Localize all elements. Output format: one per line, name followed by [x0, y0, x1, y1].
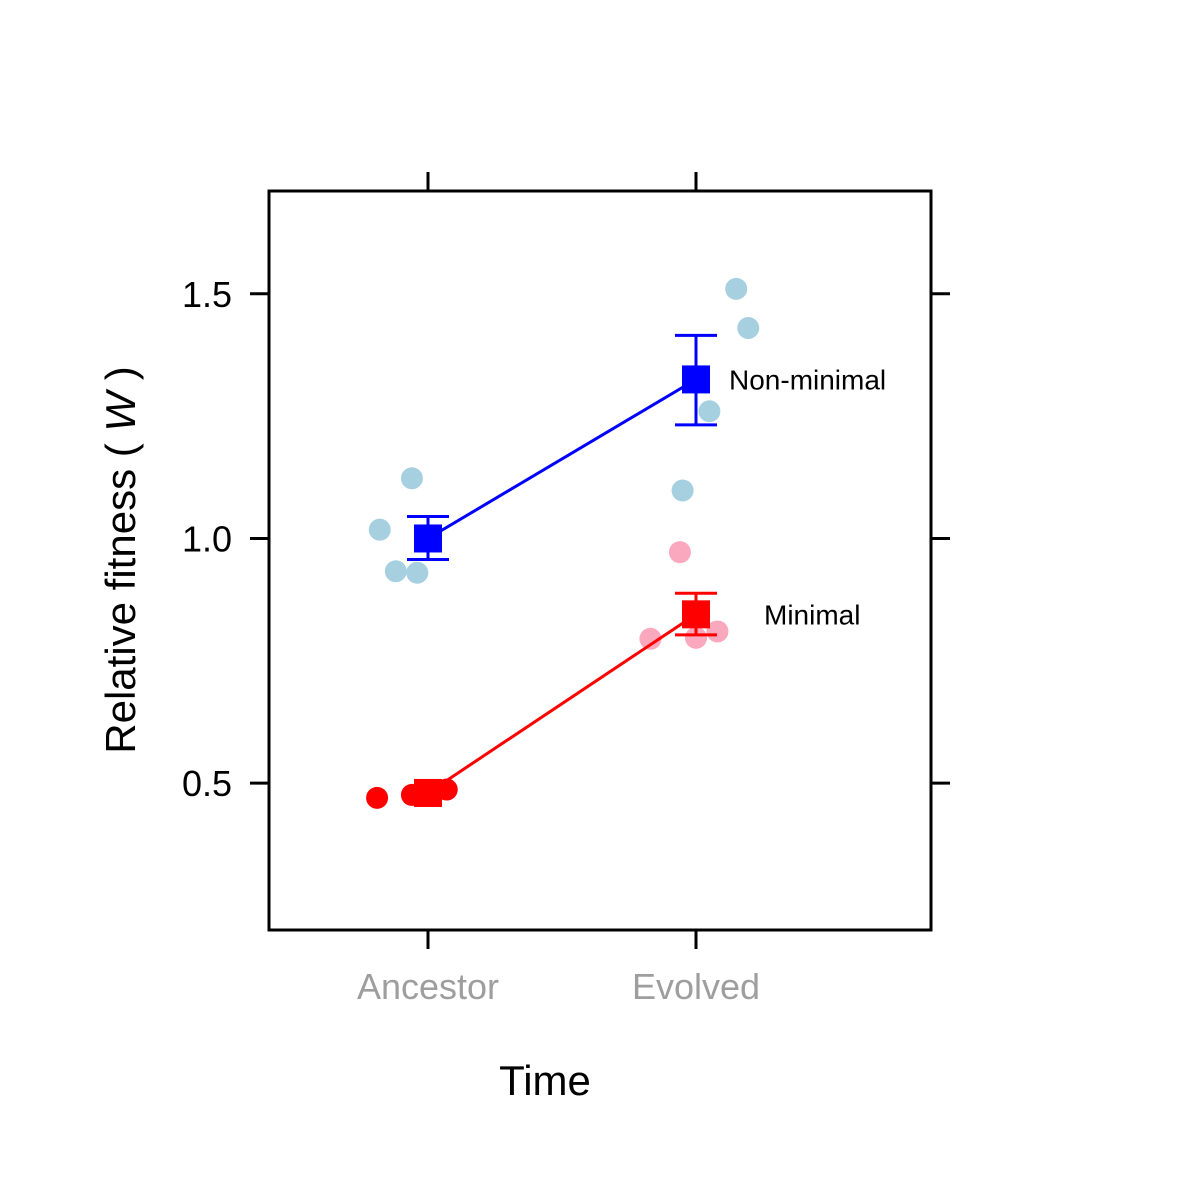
- data-point: [639, 627, 662, 650]
- plot-frame: [267, 189, 933, 932]
- mean-marker: [414, 524, 442, 553]
- data-point: [400, 467, 423, 490]
- data-point: [685, 626, 707, 649]
- x-category-label: Ancestor: [357, 966, 499, 1007]
- data-point: [406, 561, 429, 584]
- x-category-label: Evolved: [632, 966, 760, 1007]
- data-point: [384, 560, 407, 583]
- mean-marker: [414, 778, 442, 807]
- data-point: [368, 518, 391, 541]
- data-point: [671, 479, 694, 502]
- series-label: Non-minimal: [729, 364, 886, 395]
- mean-line: [427, 378, 697, 540]
- plot-area: [366, 277, 760, 809]
- x-category-labels: Ancestor Evolved: [357, 966, 760, 1007]
- mean-marker: [682, 365, 710, 394]
- axis-ticks: [250, 172, 950, 949]
- mean-line: [427, 613, 697, 795]
- mean-marker: [682, 600, 710, 629]
- y-tick-label: 1.5: [182, 274, 232, 315]
- x-axis-title: Time: [499, 1057, 591, 1104]
- y-tick-labels: 0.5 1.0 1.5: [182, 274, 232, 804]
- data-point: [725, 277, 748, 300]
- data-point: [366, 786, 389, 809]
- data-point: [706, 620, 729, 643]
- y-tick-label: 0.5: [182, 763, 232, 804]
- series-label: Minimal: [764, 599, 860, 630]
- y-axis-title: Relative fitness ( W ): [97, 366, 144, 753]
- data-point: [737, 317, 760, 340]
- data-point: [698, 400, 721, 423]
- y-tick-label: 1.0: [182, 518, 232, 559]
- series-labels: Non-minimal Minimal: [729, 364, 886, 630]
- data-point: [668, 541, 691, 564]
